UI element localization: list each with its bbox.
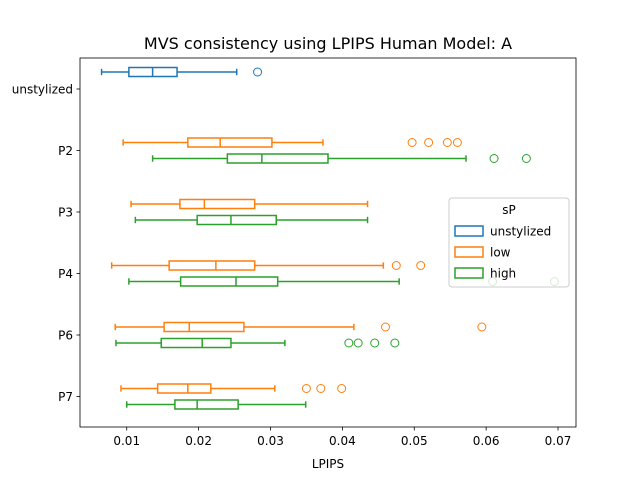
iqr-box — [179, 276, 279, 287]
box-P3-low — [130, 198, 369, 210]
y-tick-label: P4 — [58, 267, 73, 281]
legend: sP unstylized low high — [448, 197, 570, 288]
x-axis-label: LPIPS — [312, 457, 344, 471]
outlier-point — [381, 322, 391, 332]
outlier-point — [344, 338, 354, 348]
outlier-point — [391, 261, 401, 270]
iqr-box — [160, 337, 232, 349]
outlier-point — [337, 384, 347, 393]
x-tick-label: 0.06 — [473, 434, 500, 448]
outlier-point — [416, 261, 426, 270]
axes-frame — [79, 57, 577, 428]
iqr-box — [226, 153, 329, 164]
outlier-point — [424, 138, 434, 147]
chart-title: MVS consistency using LPIPS Human Model:… — [144, 34, 512, 53]
outlier-point — [489, 154, 499, 163]
x-tick-label: 0.07 — [545, 434, 572, 448]
legend-frame — [448, 197, 570, 288]
x-tick-label: 0.03 — [257, 434, 284, 448]
y-tick-label: P3 — [58, 206, 73, 220]
outlier-point — [521, 154, 531, 163]
box-P3-high — [134, 214, 369, 226]
plot-area: 0.01 0.02 0.03 0.04 0.05 0.06 0.07 unstylized P2… — [12, 57, 577, 448]
legend-label-high: high — [490, 267, 516, 281]
outlier-point — [370, 338, 380, 348]
x-tick-label: 0.01 — [113, 434, 140, 448]
box-P4-low — [110, 260, 426, 271]
legend-title: sP — [502, 203, 516, 217]
outlier-point — [407, 138, 417, 147]
outlier-point — [353, 338, 363, 348]
box-P4-high — [128, 276, 559, 287]
box-P2-low — [122, 137, 462, 148]
box-P2-high — [151, 153, 531, 164]
y-tick-label: P2 — [58, 144, 73, 158]
outlier-point — [452, 138, 462, 147]
box-P7-high — [125, 399, 307, 410]
iqr-box — [196, 214, 277, 226]
box-P7-low — [120, 383, 347, 394]
legend-label-unstylized: unstylized — [490, 225, 551, 239]
iqr-box — [156, 383, 212, 394]
box-P6-high — [115, 337, 400, 349]
outlier-point — [442, 138, 452, 147]
x-tick-label: 0.04 — [329, 434, 356, 448]
outlier-point — [316, 384, 326, 393]
y-tick-label: P7 — [58, 390, 73, 404]
legend-swatch-low — [454, 246, 484, 258]
iqr-box — [179, 198, 256, 210]
outlier-point — [301, 384, 311, 393]
x-tick-label: 0.02 — [185, 434, 212, 448]
iqr-box — [187, 137, 273, 148]
box-P6-low — [114, 321, 487, 333]
x-tick-label: 0.05 — [401, 434, 428, 448]
iqr-box — [163, 321, 245, 333]
outlier-point — [253, 67, 263, 77]
iqr-box — [168, 260, 256, 271]
y-tick-label: P6 — [58, 329, 73, 343]
legend-swatch-unstylized — [454, 225, 484, 237]
outlier-point — [477, 322, 487, 332]
legend-swatch-high — [454, 267, 484, 279]
box-unstylized-unstylized — [100, 66, 263, 78]
y-tick-label: unstylized — [12, 83, 73, 97]
outlier-point — [390, 338, 400, 348]
legend-label-low: low — [490, 246, 511, 260]
iqr-box — [174, 399, 239, 410]
